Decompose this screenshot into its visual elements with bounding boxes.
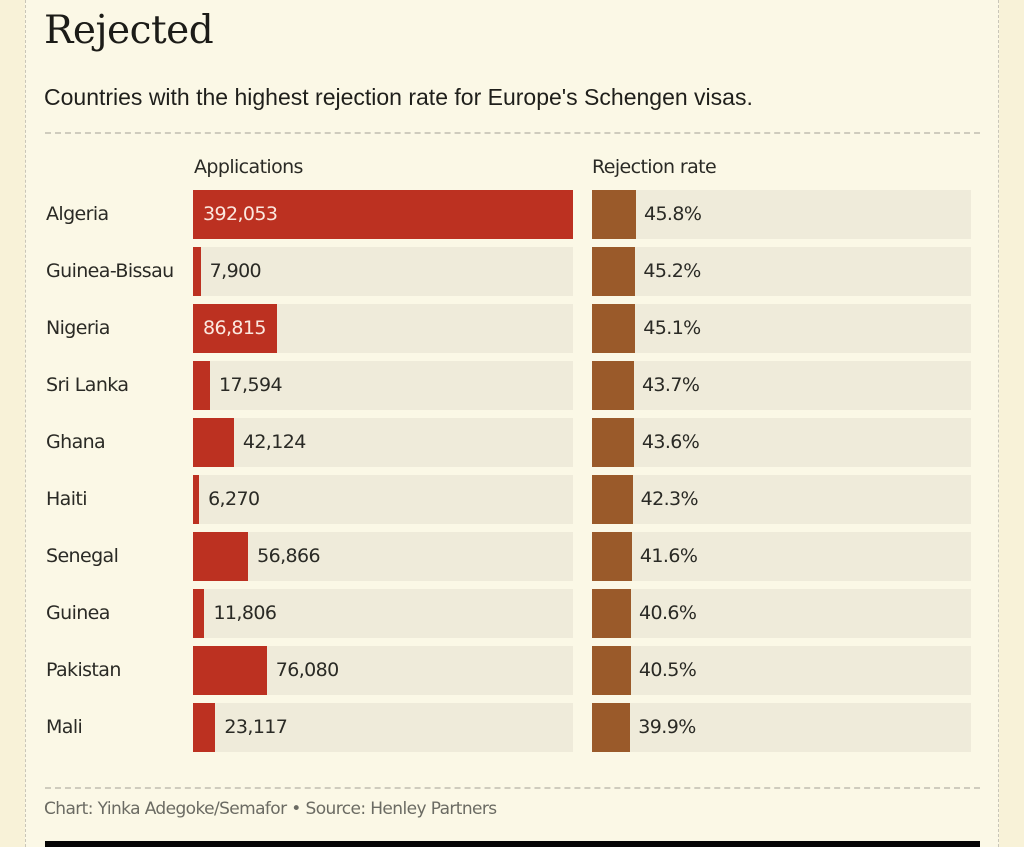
rejection-rate-value-label: 40.6%: [638, 602, 697, 624]
rejection-rate-bar: [592, 589, 631, 638]
applications-value-label: 76,080: [275, 659, 339, 681]
rejection-rate-value-label: 39.9%: [638, 716, 696, 738]
country-label: Pakistan: [46, 659, 121, 681]
rejection-rate-track: 43.6%: [592, 418, 971, 467]
bottom-divider: [45, 787, 980, 789]
rejection-rate-value-label: 41.6%: [639, 545, 698, 567]
country-label: Guinea-Bissau: [46, 260, 174, 282]
applications-bar: [193, 589, 205, 638]
rejection-rate-track: 40.6%: [592, 589, 971, 638]
rejection-rate-bar: [592, 247, 636, 296]
rejection-rate-bar: [592, 361, 634, 410]
rejection-rate-bar: [592, 418, 634, 467]
rejection-rate-bar: [592, 475, 633, 524]
applications-track: 17,594: [193, 361, 573, 410]
applications-value-label: 7,900: [209, 260, 262, 282]
applications-value-label: 17,594: [219, 374, 282, 396]
applications-track: 56,866: [193, 532, 573, 581]
rejection-rate-bar: [592, 190, 636, 239]
country-label: Haiti: [46, 488, 88, 510]
applications-value-label: 56,866: [257, 545, 320, 567]
country-label: Mali: [46, 716, 83, 738]
rejection-rate-track: 40.5%: [592, 646, 971, 695]
rejection-rate-value-label: 40.5%: [638, 659, 697, 681]
applications-bar: [193, 475, 200, 524]
rejection-rate-track: 41.6%: [592, 532, 971, 581]
applications-bar: [193, 532, 249, 581]
applications-bar: [193, 361, 211, 410]
rejection-rate-value-label: 43.7%: [641, 374, 700, 396]
chart-credit: Chart: Yinka Adegoke/Semafor • Source: H…: [44, 799, 497, 819]
applications-value-label: 42,124: [242, 431, 306, 453]
rejection-rate-track: 43.7%: [592, 361, 971, 410]
applications-bar: [193, 304, 278, 353]
applications-track: 76,080: [193, 646, 573, 695]
rejection-rate-column-header: Rejection rate: [592, 156, 717, 178]
rejection-rate-track: 45.2%: [592, 247, 971, 296]
applications-value-label: 11,806: [213, 602, 277, 624]
applications-track: 6,270: [193, 475, 573, 524]
rejection-rate-value-label: 45.8%: [643, 203, 702, 225]
rejection-rate-value-label: 45.1%: [643, 317, 701, 339]
rejection-rate-bar: [592, 646, 631, 695]
applications-bar: [193, 190, 573, 239]
applications-track: 42,124: [193, 418, 573, 467]
country-label: Algeria: [46, 203, 109, 225]
rejection-rate-bar: [592, 703, 631, 752]
applications-bar: [193, 418, 234, 467]
applications-value-label: 86,815: [203, 317, 266, 339]
applications-bar: [193, 703, 216, 752]
applications-value-label: 6,270: [208, 488, 260, 510]
rejection-rate-track: 39.9%: [592, 703, 971, 752]
applications-track: 7,900: [193, 247, 573, 296]
rejection-rate-track: 45.8%: [592, 190, 971, 239]
applications-column-header: Applications: [194, 156, 303, 178]
rejection-rate-track: 45.1%: [592, 304, 971, 353]
applications-value-label: 23,117: [224, 716, 288, 738]
country-label: Guinea: [46, 602, 110, 624]
country-label: Ghana: [46, 431, 106, 453]
applications-bar: [193, 247, 201, 296]
applications-track: 23,117: [193, 703, 573, 752]
country-label: Senegal: [46, 545, 119, 567]
bottom-black-bar: [45, 841, 980, 847]
rejection-rate-value-label: 45.2%: [643, 260, 701, 282]
applications-track: 392,053: [193, 190, 573, 239]
applications-track: 11,806: [193, 589, 573, 638]
country-label: Sri Lanka: [46, 374, 129, 396]
chart-subtitle: Countries with the highest rejection rat…: [44, 84, 753, 110]
top-divider: [45, 132, 980, 134]
country-label: Nigeria: [46, 317, 110, 339]
rejection-rate-bar: [592, 532, 632, 581]
rejection-rate-value-label: 42.3%: [640, 488, 699, 510]
chart-title: Rejected: [44, 8, 214, 53]
rejection-rate-track: 42.3%: [592, 475, 971, 524]
applications-track: 86,815: [193, 304, 573, 353]
applications-value-label: 392,053: [203, 203, 278, 225]
rejection-rate-bar: [592, 304, 636, 353]
applications-bar: [193, 646, 267, 695]
rejection-rate-value-label: 43.6%: [641, 431, 700, 453]
